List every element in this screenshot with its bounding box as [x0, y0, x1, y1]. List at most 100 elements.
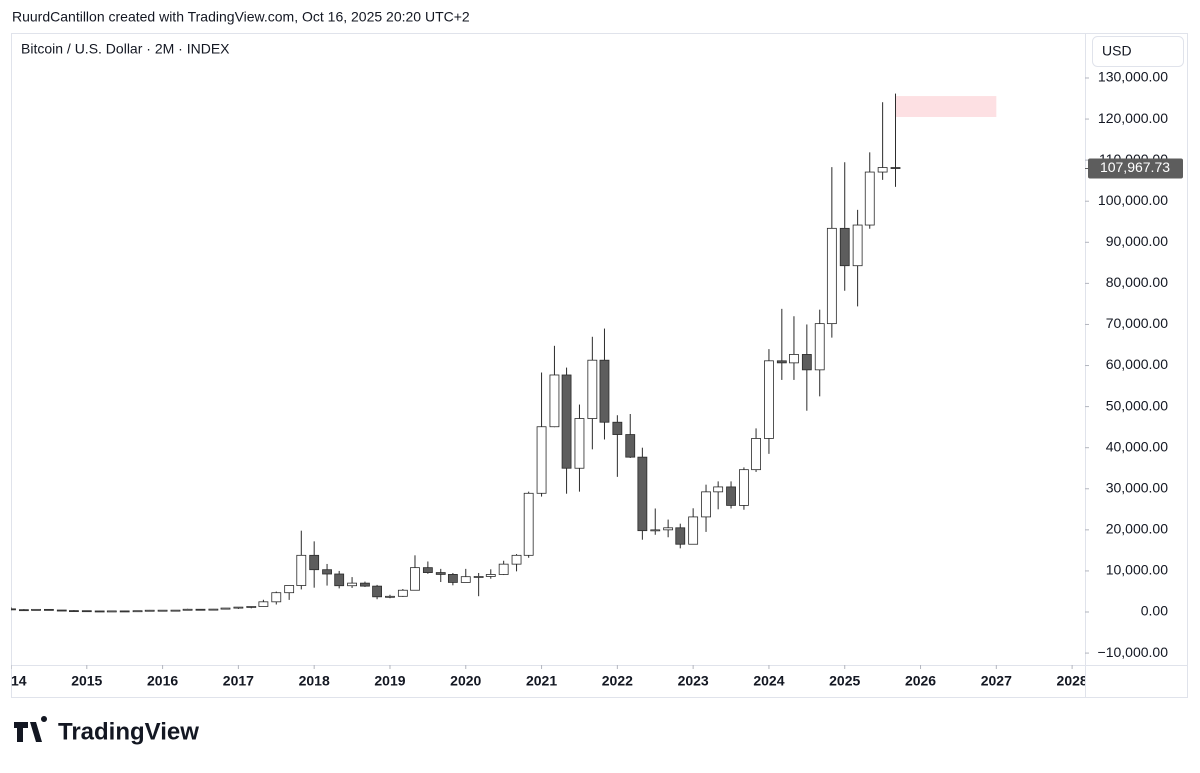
zone: [895, 96, 997, 118]
candle-body: [69, 610, 79, 613]
candle-body: [587, 359, 598, 419]
x-tick-label: 2021: [526, 673, 557, 689]
currency-button[interactable]: [1092, 36, 1184, 67]
y-tick-label: 30,000.00: [1106, 479, 1168, 495]
candle-body: [549, 374, 560, 428]
candle-body: [650, 529, 661, 532]
candle-body: [132, 610, 143, 613]
x-tick-label: 2018: [299, 673, 330, 689]
candle-body: [764, 360, 774, 439]
candle-body: [334, 573, 345, 587]
y-tick-label: 0.00: [1141, 603, 1168, 619]
x-tick-label: 2015: [71, 673, 102, 689]
candle-body: [688, 516, 699, 545]
candle-body: [322, 569, 332, 575]
currency[interactable]: USD: [1102, 43, 1132, 59]
candle-body: [726, 486, 736, 506]
candle-body: [422, 567, 433, 573]
candle-body: [789, 354, 799, 364]
y-tick-label: 50,000.00: [1106, 397, 1168, 413]
last-price-label: 107,967.73: [1100, 159, 1170, 175]
logo: TradingView: [14, 716, 199, 745]
candle-body: [776, 360, 787, 364]
axes: 130,000.00120,000.00110,000.00100,000.00…: [0, 33, 1188, 697]
candle-body: [208, 608, 219, 611]
chart-title: Bitcoin / U.S. Dollar · 2M · INDEX: [21, 41, 230, 57]
candle-body: [435, 572, 446, 575]
candle-body: [637, 456, 648, 532]
candle-body: [751, 438, 761, 471]
x-tick-label: 2023: [678, 673, 709, 689]
y-tick-label: 100,000.00: [1098, 192, 1168, 208]
x-tick-label: 2017: [223, 673, 254, 689]
x-tick-label: 2022: [602, 673, 633, 689]
y-tick-label: 90,000.00: [1106, 233, 1168, 249]
candle-body: [612, 421, 623, 435]
y-tick-label: 130,000.00: [1098, 69, 1168, 85]
candle-body: [852, 224, 863, 267]
candle-body: [18, 609, 29, 612]
x-tick-label: 2014: [0, 673, 27, 689]
candle-body: [801, 354, 812, 371]
candle-body: [839, 227, 850, 267]
candle-body: [701, 491, 711, 518]
candle-body: [599, 359, 610, 423]
candle-body: [372, 585, 382, 598]
candle-body: [890, 167, 901, 169]
candle-body: [498, 563, 509, 575]
logo-icon: [14, 716, 48, 742]
candle-body: [94, 610, 105, 613]
y-tick-label: 70,000.00: [1106, 315, 1168, 331]
x-tick-label: 2025: [829, 673, 860, 689]
logo-text: TradingView: [58, 718, 199, 745]
header: RuurdCantillon created with TradingView.…: [12, 9, 470, 25]
candle-body: [170, 609, 181, 612]
candle-body: [220, 607, 231, 610]
candle-body: [271, 592, 282, 603]
candle-body: [536, 426, 547, 494]
candle-body: [233, 606, 244, 609]
candle-body: [11, 608, 16, 611]
y-tick-label: 40,000.00: [1106, 438, 1168, 454]
x-tick-label: 2020: [450, 673, 481, 689]
candle-body: [864, 171, 875, 226]
y-tick-label: 60,000.00: [1106, 356, 1168, 372]
candle-body: [182, 608, 193, 611]
x-tick-label: 2027: [981, 673, 1012, 689]
x-tick-label: 2028: [1057, 673, 1088, 689]
candle-body: [309, 554, 320, 571]
x-axis: 2014 2015 2016 2017 2018 2019 2020 2021 2022 2023…: [0, 665, 1088, 689]
candle-body: [56, 609, 67, 612]
x-tick-label: 2026: [905, 673, 936, 689]
candle-body: [713, 486, 724, 493]
candle-body: [31, 608, 41, 611]
candle-body: [195, 608, 206, 611]
candle-body: [81, 610, 92, 613]
candle-body: [385, 595, 395, 598]
candle-body: [473, 576, 484, 578]
candle-body: [157, 609, 168, 612]
candle-body: [347, 582, 357, 587]
candle-body: [397, 589, 408, 597]
x-tick-label: 2019: [374, 673, 405, 689]
y-tick-label: 80,000.00: [1106, 274, 1168, 290]
candle-body: [144, 609, 155, 612]
candle-body: [284, 585, 295, 594]
last-price-box: [1088, 158, 1183, 179]
x-tick-label: 2016: [147, 673, 178, 689]
candle-body: [523, 492, 534, 556]
candle-body: [410, 567, 420, 591]
candle-body: [43, 608, 54, 611]
plot: [11, 93, 997, 613]
candle-body: [119, 610, 130, 613]
y-tick-label: 20,000.00: [1106, 521, 1168, 537]
candle-body: [574, 418, 585, 469]
candle-body: [625, 434, 636, 458]
y-tick-label: 120,000.00: [1098, 110, 1168, 126]
candle-body: [826, 227, 837, 325]
candle-body: [447, 574, 458, 583]
candle-body: [258, 601, 269, 607]
candle-body: [296, 554, 307, 586]
